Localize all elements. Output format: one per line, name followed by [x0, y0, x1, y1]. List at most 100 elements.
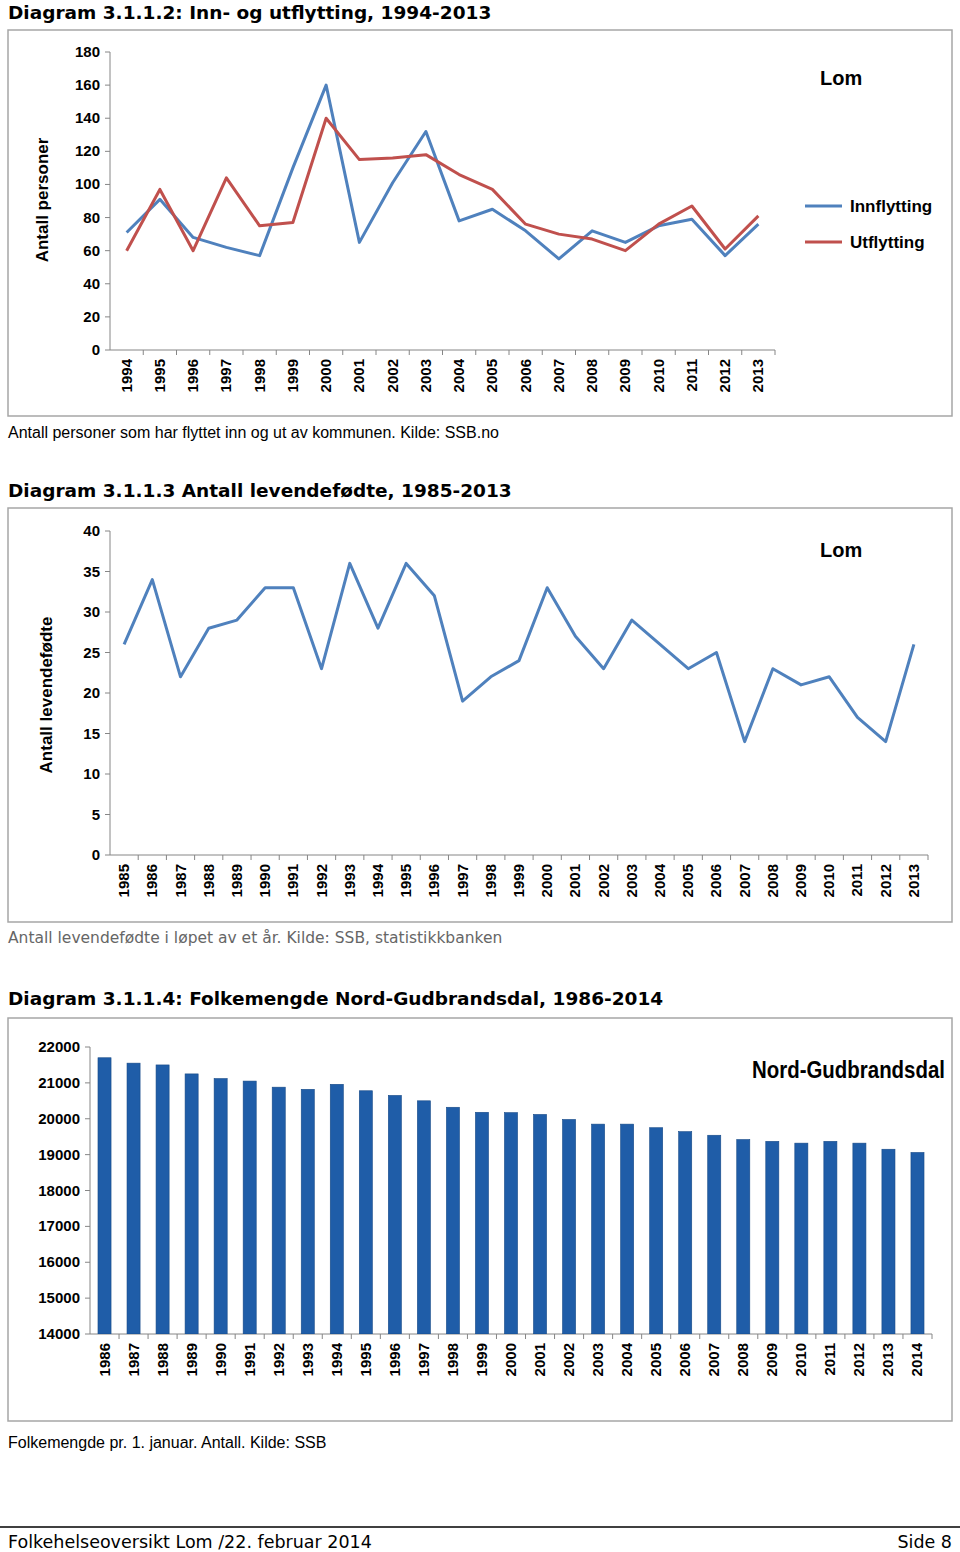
x-tick [670, 1334, 671, 1339]
chart: Diagram 3.1.1.4: Folkemengde Nord-Gudbra… [8, 988, 952, 1451]
x-tick [645, 855, 646, 860]
x-tick-label: 2001 [531, 1343, 548, 1376]
x-tick [786, 1334, 787, 1339]
bar [185, 1074, 198, 1334]
x-tick-label: 2013 [905, 864, 922, 897]
x-tick-label: 2011 [683, 359, 700, 392]
x-tick-label: 1988 [200, 864, 217, 897]
x-tick-label: 2001 [350, 359, 367, 392]
x-tick-label: 2007 [736, 864, 753, 897]
y-tick-label: 40 [83, 275, 100, 292]
y-tick [105, 350, 110, 351]
x-tick [376, 350, 377, 355]
x-tick [843, 855, 844, 860]
y-tick [105, 283, 110, 284]
x-tick [583, 1334, 584, 1339]
y-tick-label: 18000 [38, 1182, 80, 1199]
bar [272, 1087, 285, 1334]
y-axis-title: Antall personer [33, 137, 52, 262]
x-tick [206, 1334, 207, 1339]
x-tick-label: 1989 [228, 864, 245, 897]
x-tick-label: 1992 [313, 864, 330, 897]
x-tick [641, 1334, 642, 1339]
x-tick [509, 350, 510, 355]
x-tick-label: 2010 [820, 864, 837, 897]
x-tick [264, 1334, 265, 1339]
x-tick-label: 2008 [764, 864, 781, 897]
x-tick [554, 1334, 555, 1339]
x-tick [351, 1334, 352, 1339]
x-tick-label: 1994 [328, 1342, 345, 1376]
chart-frame [8, 30, 952, 416]
y-tick-label: 10 [83, 765, 100, 782]
x-tick [815, 855, 816, 860]
chart-heading: Diagram 3.1.1.2: Inn- og utflytting, 199… [8, 2, 491, 23]
x-tick [674, 855, 675, 860]
y-tick-label: 25 [83, 644, 100, 661]
x-tick-label: 2012 [877, 864, 894, 897]
footer-right: Side 8 [897, 1532, 952, 1552]
chart-heading: Diagram 3.1.1.3 Antall levendefødte, 198… [8, 480, 512, 501]
x-tick-label: 2011 [821, 1343, 838, 1376]
x-tick [496, 1334, 497, 1339]
x-tick [844, 1334, 845, 1339]
x-tick-label: 1994 [369, 863, 386, 897]
chart-frame [8, 1018, 952, 1421]
x-tick-label: 1997 [454, 864, 471, 897]
x-tick-label: 2002 [384, 359, 401, 392]
y-tick-label: 21000 [38, 1074, 80, 1091]
y-tick [105, 652, 110, 653]
chart: Diagram 3.1.1.3 Antall levendefødte, 198… [8, 480, 952, 947]
x-tick-label: 2008 [583, 359, 600, 392]
x-tick-label: 2006 [517, 359, 534, 392]
x-tick-label: 1993 [341, 864, 358, 897]
x-tick-label: 2005 [483, 359, 500, 392]
x-tick-label: 2013 [879, 1343, 896, 1376]
y-tick [85, 1226, 90, 1227]
bar [824, 1141, 837, 1334]
chart: Diagram 3.1.1.2: Inn- og utflytting, 199… [8, 2, 952, 441]
x-axis-line [110, 855, 928, 856]
x-tick [119, 1334, 120, 1339]
x-tick [757, 1334, 758, 1339]
chart-frame [8, 508, 952, 922]
x-tick-label: 2009 [763, 1343, 780, 1376]
y-tick-label: 160 [75, 76, 100, 93]
x-tick-label: 2000 [538, 864, 555, 897]
x-tick [148, 1334, 149, 1339]
marks [98, 1058, 924, 1334]
x-tick [873, 1334, 874, 1339]
y-tick-label: 15000 [38, 1289, 80, 1306]
x-tick-label: 2003 [623, 864, 640, 897]
x-tick [143, 350, 144, 355]
y-tick-label: 5 [92, 806, 100, 823]
x-tick [138, 855, 139, 860]
bar [243, 1081, 256, 1334]
bar [795, 1143, 808, 1334]
x-tick [675, 350, 676, 355]
y-tick [105, 52, 110, 53]
marks [124, 563, 914, 741]
x-tick-label: 1995 [151, 359, 168, 392]
x-tick-label: 1990 [256, 864, 273, 897]
y-tick [105, 184, 110, 185]
y-tick [85, 1334, 90, 1335]
x-tick-label: 2008 [734, 1343, 751, 1376]
x-tick-label: 2011 [848, 864, 865, 897]
x-tick-label: 2000 [502, 1343, 519, 1376]
chart-annotation: Lom [820, 539, 862, 561]
footer-left: Folkehelseoversikt Lom /22. februar 2014 [8, 1532, 372, 1552]
bar [534, 1114, 547, 1334]
y-tick-label: 100 [75, 175, 100, 192]
y-axis-line [110, 52, 111, 350]
y-tick-label: 17000 [38, 1217, 80, 1234]
bar [563, 1119, 576, 1334]
y-tick [105, 774, 110, 775]
x-tick-label: 1999 [510, 864, 527, 897]
x-tick-label: 1985 [115, 864, 132, 897]
y-tick [85, 1190, 90, 1191]
x-tick [589, 855, 590, 860]
x-tick [222, 855, 223, 860]
y-tick-label: 80 [83, 209, 100, 226]
bar [679, 1132, 692, 1334]
